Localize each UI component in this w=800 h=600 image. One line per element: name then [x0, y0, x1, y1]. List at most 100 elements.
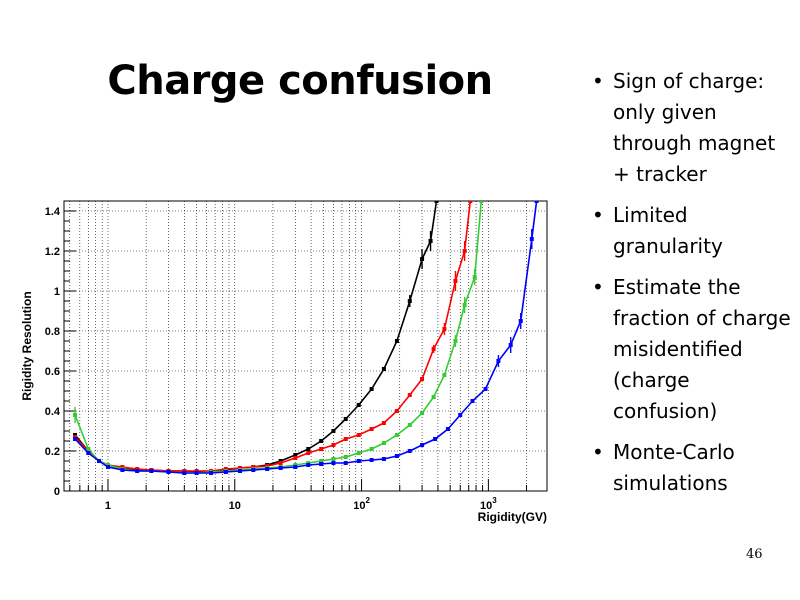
x-tick-exponent: 2 [365, 496, 370, 505]
data-point [223, 470, 228, 474]
data-point [331, 457, 336, 461]
data-point [431, 395, 436, 399]
data-point [381, 367, 386, 371]
y-tick-label: 0.6 [45, 366, 60, 378]
data-point [369, 447, 374, 451]
data-point [381, 441, 386, 445]
data-point [331, 461, 336, 465]
data-point [369, 458, 374, 462]
plot-frame [63, 200, 548, 492]
series-line [74, 201, 483, 474]
data-point [86, 451, 91, 455]
data-point [442, 373, 447, 377]
series-3 [73, 201, 539, 475]
data-point [433, 437, 438, 441]
series-line [74, 201, 438, 473]
data-point [166, 470, 171, 474]
bullet-text: Monte-Carlo simulations [613, 440, 735, 495]
y-tick-label: 0 [54, 486, 60, 498]
data-point [343, 417, 348, 421]
data-point [319, 459, 324, 463]
bullet-list: • Sign of charge: only given through magn… [586, 66, 796, 509]
data-point [407, 423, 412, 427]
bullet-dot-icon: • [592, 69, 604, 93]
x-axis-label: Rigidity(GV) [478, 510, 547, 524]
y-tick-label: 1 [54, 286, 60, 298]
data-point [479, 201, 484, 203]
data-point [483, 387, 488, 391]
data-point [356, 433, 361, 437]
data-point [319, 447, 324, 451]
x-tick-exponent: 3 [492, 496, 497, 505]
data-point [251, 468, 256, 472]
bullet-dot-icon: • [592, 440, 604, 464]
data-point [319, 462, 324, 466]
data-point [306, 447, 311, 451]
data-point [331, 443, 336, 447]
data-point [356, 451, 361, 455]
data-point [420, 377, 425, 381]
data-point [293, 456, 298, 460]
data-point [394, 339, 399, 343]
data-point [238, 469, 243, 473]
x-tick-label: 10 [229, 500, 241, 512]
bullet-text: Estimate the fraction of charge misident… [613, 275, 791, 423]
page-number: 46 [746, 547, 763, 562]
data-point [394, 454, 399, 458]
slide-title: Charge confusion [107, 58, 493, 104]
data-point [470, 399, 475, 403]
bullet-dot-icon: • [592, 203, 604, 227]
data-point [356, 403, 361, 407]
chart-grid [64, 201, 547, 491]
data-point [120, 468, 125, 472]
data-point [265, 467, 270, 471]
bullet-text: Sign of charge: only given through magne… [613, 69, 776, 186]
y-tick-label: 1.2 [45, 246, 60, 258]
data-point [73, 437, 78, 441]
x-tick-label: 1 [105, 500, 111, 512]
y-tick-label: 1.4 [45, 206, 61, 218]
data-point [394, 433, 399, 437]
data-point [194, 471, 199, 475]
data-point [434, 201, 439, 203]
data-point [306, 463, 311, 467]
data-point [356, 459, 361, 463]
data-point [278, 466, 283, 470]
series-line [74, 201, 538, 474]
bullet-item: • Monte-Carlo simulations [586, 437, 796, 499]
data-point [319, 439, 324, 443]
x-tick-label: 102 [353, 496, 370, 512]
bullet-item: • Estimate the fraction of charge misiden… [586, 272, 796, 427]
bullet-item: • Sign of charge: only given through magn… [586, 66, 796, 190]
data-point [343, 461, 348, 465]
series-group [73, 201, 539, 475]
data-point [407, 449, 412, 453]
data-point [306, 451, 311, 455]
data-point [149, 469, 154, 473]
data-point [369, 387, 374, 391]
data-point [468, 201, 473, 203]
y-tick-label: 0.2 [45, 446, 60, 458]
data-point [182, 471, 187, 475]
data-point [293, 465, 298, 469]
data-point [420, 411, 425, 415]
data-point [105, 465, 110, 469]
series-0 [73, 201, 439, 474]
data-point [534, 201, 539, 203]
y-axis-label: Rigidity Resolution [20, 291, 34, 400]
data-point [369, 427, 374, 431]
data-point [293, 453, 298, 457]
series-line [74, 201, 472, 472]
data-point [343, 437, 348, 441]
data-point [209, 471, 214, 475]
data-point [97, 459, 102, 463]
data-point [381, 421, 386, 425]
data-point [407, 393, 412, 397]
data-point [420, 443, 425, 447]
data-point [343, 455, 348, 459]
bullet-dot-icon: • [592, 275, 604, 299]
y-tick-label: 0.8 [45, 326, 60, 338]
bullet-item: • Limited granularity [586, 200, 796, 262]
data-point [458, 413, 463, 417]
